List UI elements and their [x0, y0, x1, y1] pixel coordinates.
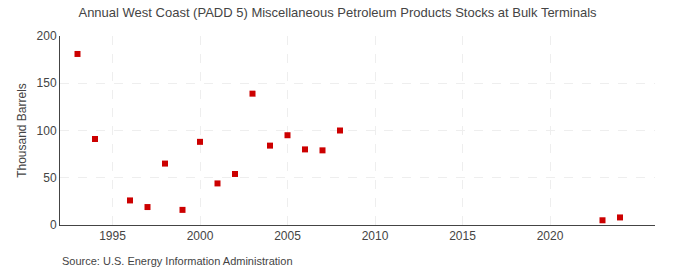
svg-text:Thousand Barrels: Thousand Barrels [15, 83, 29, 178]
svg-text:1995: 1995 [99, 229, 126, 243]
svg-text:Source: U.S. Energy Informatio: Source: U.S. Energy Information Administ… [62, 255, 293, 267]
svg-text:50: 50 [43, 171, 57, 185]
svg-text:100: 100 [37, 124, 57, 138]
svg-text:2000: 2000 [187, 229, 214, 243]
svg-text:2010: 2010 [362, 229, 389, 243]
svg-text:2015: 2015 [449, 229, 476, 243]
svg-text:2005: 2005 [274, 229, 301, 243]
svg-text:150: 150 [37, 76, 57, 90]
svg-text:Annual West Coast (PADD 5) Mis: Annual West Coast (PADD 5) Miscellaneous… [78, 5, 597, 20]
svg-text:200: 200 [37, 29, 57, 43]
svg-text:0: 0 [50, 218, 57, 232]
svg-text:2020: 2020 [537, 229, 564, 243]
